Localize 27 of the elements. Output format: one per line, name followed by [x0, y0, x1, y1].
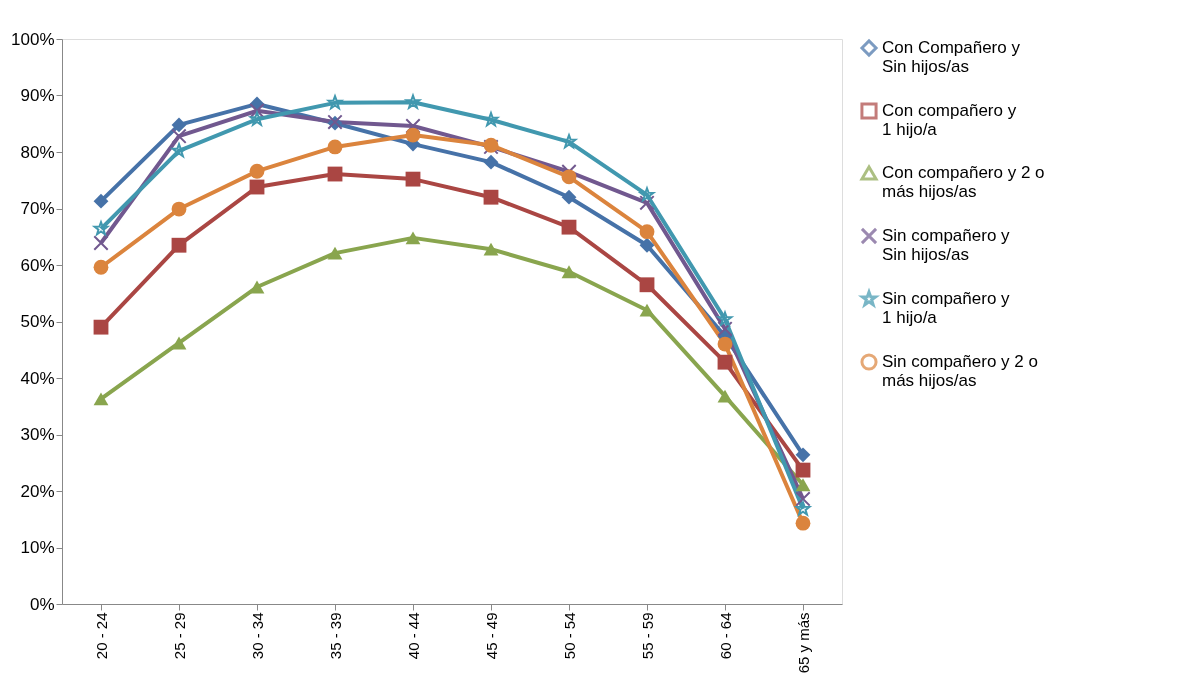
x-tick-label: 55 - 59 — [638, 612, 656, 660]
legend-label: Sin compañero y Sin hijos/as — [882, 226, 1011, 264]
x-tick-label: 20 - 24 — [92, 612, 110, 660]
x-tick-label: 35 - 39 — [326, 612, 344, 660]
y-tick-label: 10% — [20, 538, 55, 557]
y-tick-label: 100% — [11, 29, 55, 49]
x-tick-label: 25 - 29 — [170, 612, 188, 660]
y-tick-label: 50% — [20, 312, 55, 331]
x-tick-label: 30 - 34 — [248, 612, 266, 660]
y-tick-label: 30% — [20, 425, 55, 444]
x-tick-label: 50 - 54 — [560, 612, 578, 660]
y-tick-label: 60% — [20, 255, 55, 275]
legend-label: Sin compañero y 1 hijo/a — [882, 289, 1011, 327]
y-tick-label: 70% — [20, 199, 55, 218]
x-tick-label: 40 - 44 — [404, 612, 422, 660]
y-tick-label: 40% — [20, 368, 55, 388]
y-tick-label: 90% — [20, 86, 55, 105]
y-tick-label: 0% — [29, 594, 55, 614]
x-tick-label: 65 y más — [794, 612, 812, 674]
legend-label: Con compañero y 2 o más hijos/as — [882, 163, 1045, 201]
legend-label: Sin compañero y 2 o más hijos/as — [882, 352, 1038, 390]
legend-label: Con compañero y 1 hijo/a — [882, 101, 1017, 139]
legend-label: Con Compañero y Sin hijos/as — [882, 38, 1021, 76]
y-tick-label: 20% — [20, 481, 55, 501]
y-tick-label: 80% — [20, 142, 55, 162]
x-tick-label: 45 - 49 — [482, 612, 500, 660]
x-tick-label: 60 - 64 — [716, 612, 734, 660]
